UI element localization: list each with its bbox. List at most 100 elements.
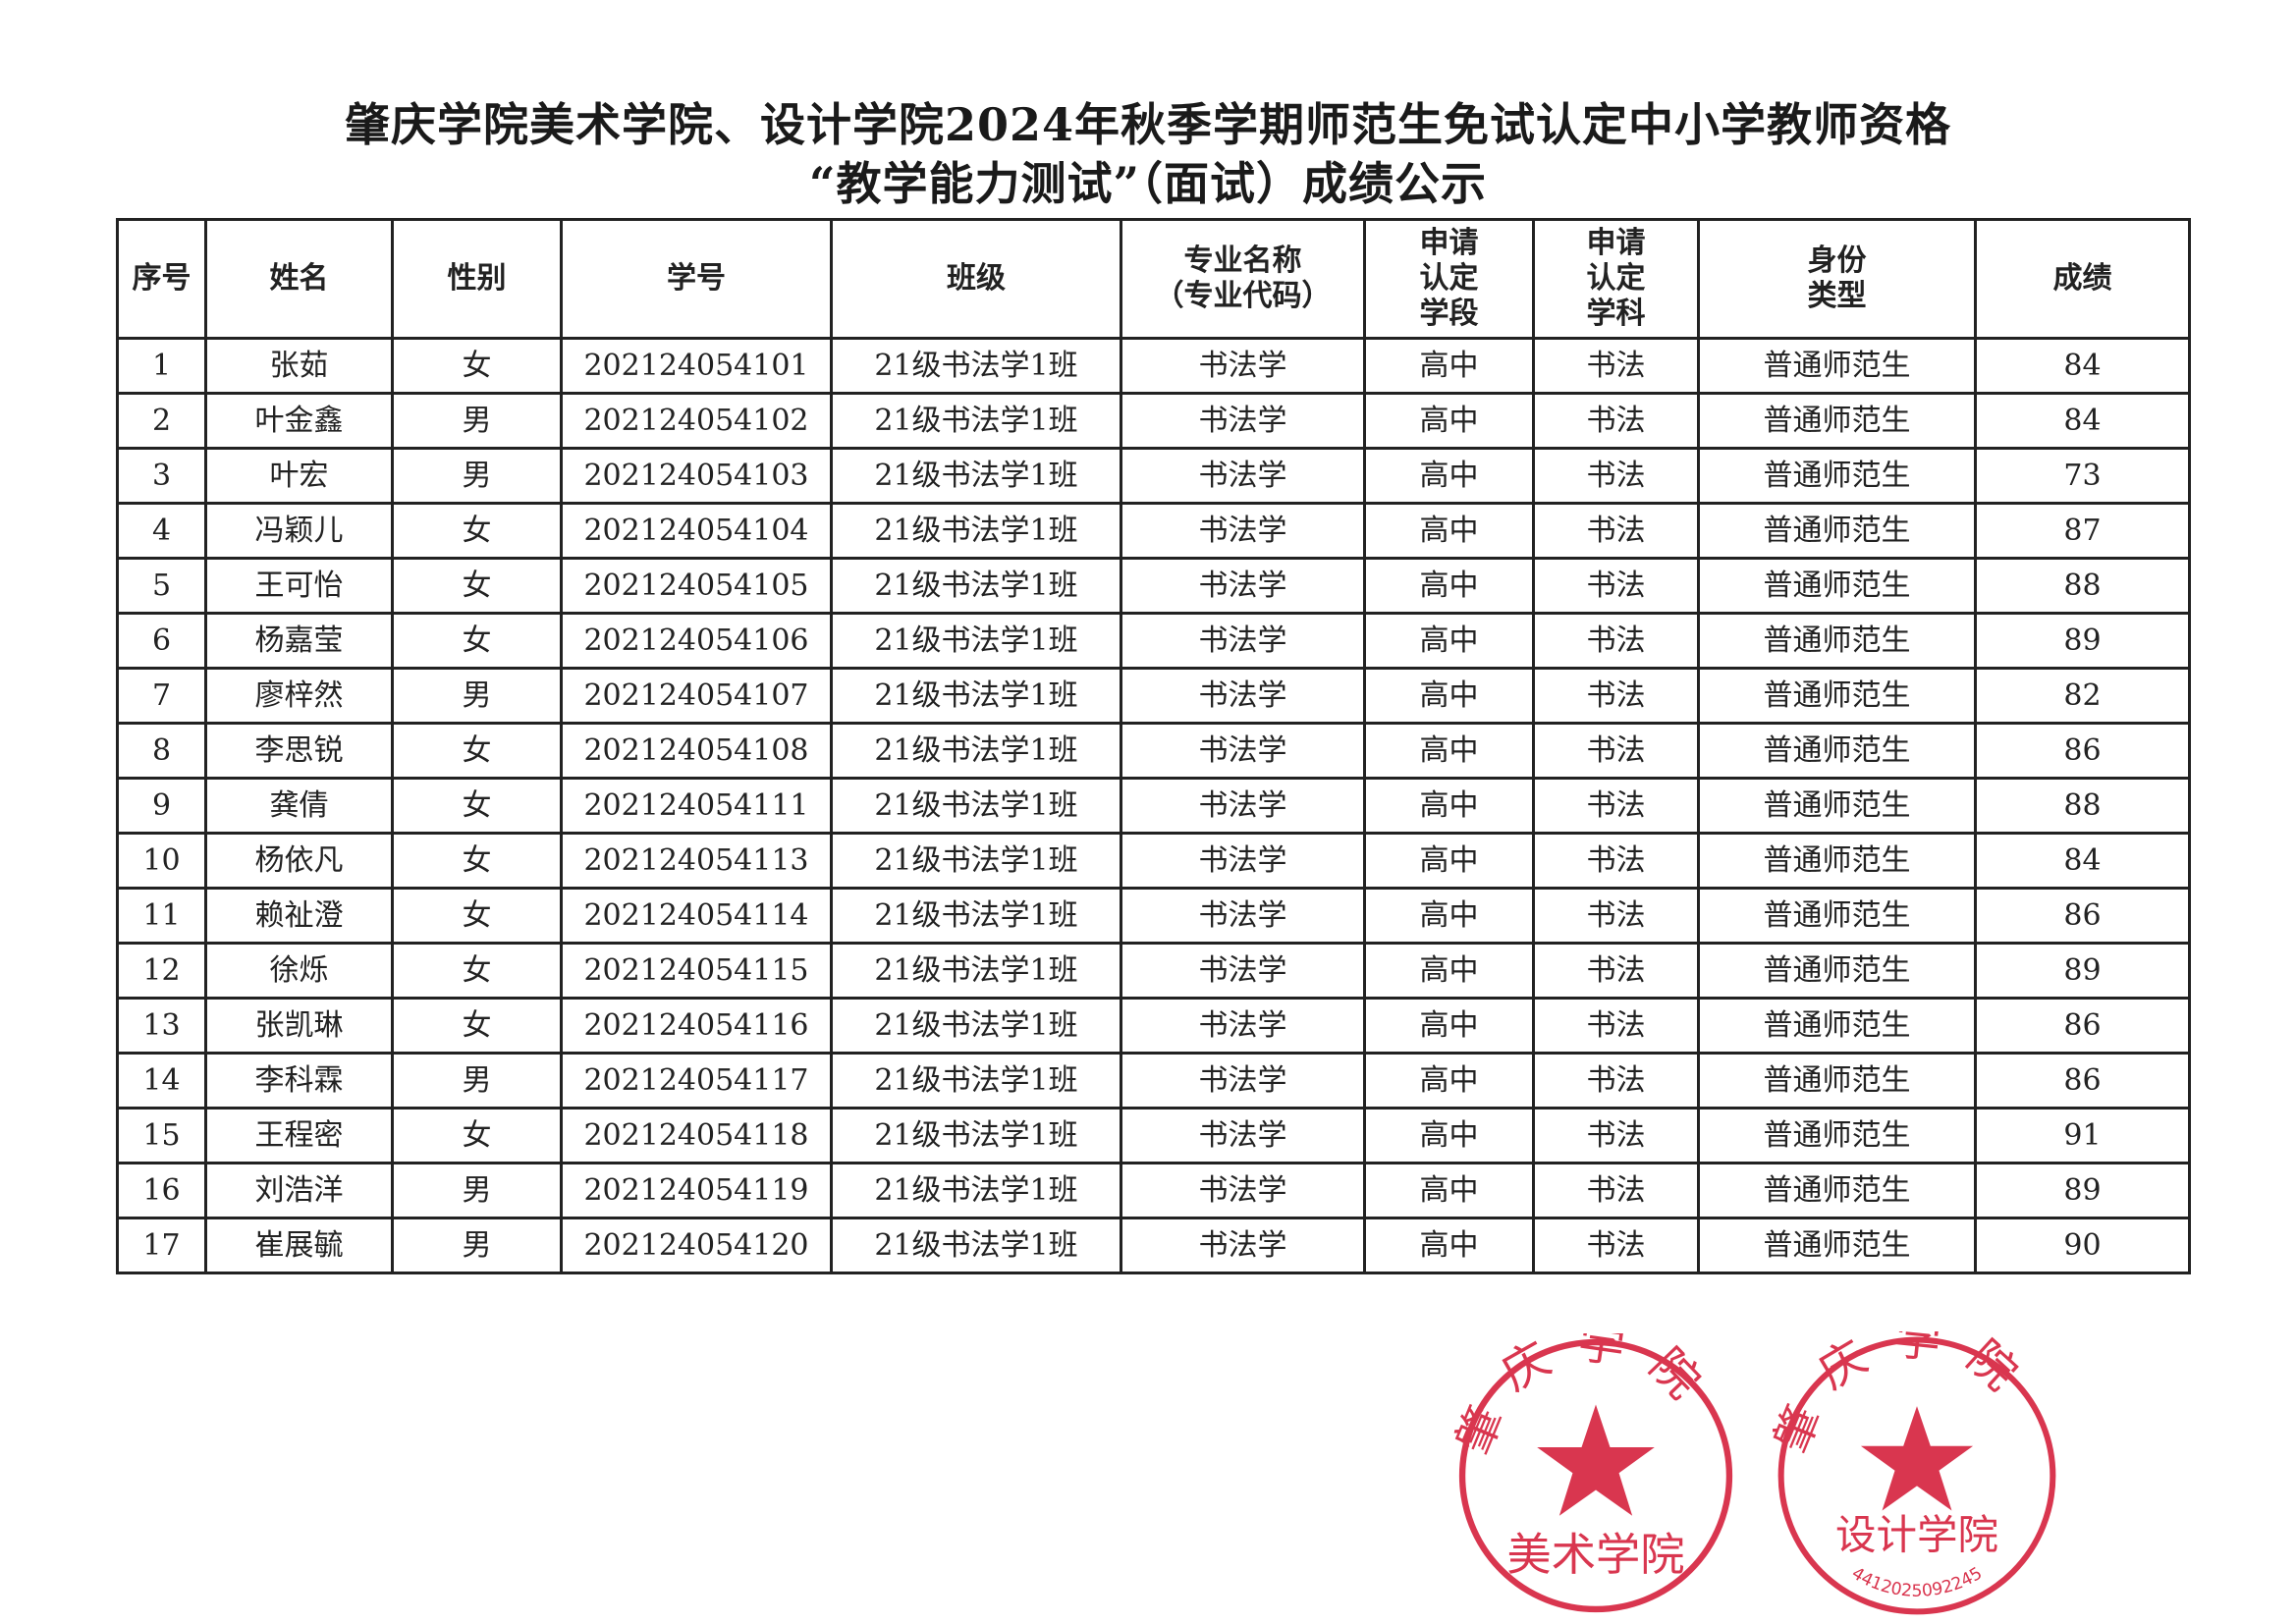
cell-student-id: 202124054108 (560, 722, 833, 780)
cell-subject: 书法 (1532, 722, 1700, 780)
cell-name: 杨依凡 (204, 832, 394, 890)
cell-stage: 高中 (1363, 557, 1535, 615)
cell-score: 86 (1974, 1052, 2191, 1110)
cell-gender: 女 (391, 557, 563, 615)
cell-class: 21级书法学1班 (830, 942, 1122, 1000)
table-row: 16 刘浩洋男 202124054119 21级书法学1班 书法学 高中 书法 普通师范生 89 (116, 1162, 2191, 1219)
cell-stage: 高中 (1363, 1162, 1535, 1219)
cell-index: 8 (116, 722, 207, 780)
cell-identity-type: 普通师范生 (1697, 1217, 1977, 1274)
svg-text:肇庆学院: 肇庆学院 (1773, 1331, 2044, 1460)
cell-gender: 女 (391, 997, 563, 1055)
cell-subject: 书法 (1532, 612, 1700, 670)
cell-student-id: 202124054102 (560, 392, 833, 450)
cell-identity-type: 普通师范生 (1697, 832, 1977, 890)
table-row: 1 张茹女 202124054101 21级书法学1班 书法学 高中 书法 普通师范生 84 (116, 337, 2191, 395)
cell-score: 89 (1974, 1162, 2191, 1219)
cell-score: 86 (1974, 887, 2191, 945)
cell-student-id: 202124054101 (560, 337, 833, 395)
cell-identity-type: 普通师范生 (1697, 1162, 1977, 1219)
column-header-name: 姓名 (204, 218, 394, 340)
cell-identity-type: 普通师范生 (1697, 612, 1977, 670)
cell-gender: 女 (391, 722, 563, 780)
cell-class: 21级书法学1班 (830, 337, 1122, 395)
cell-subject: 书法 (1532, 557, 1700, 615)
cell-name: 徐烁 (204, 942, 394, 1000)
cell-major: 书法学 (1120, 997, 1366, 1055)
cell-score: 89 (1974, 612, 2191, 670)
cell-student-id: 202124054106 (560, 612, 833, 670)
cell-identity-type: 普通师范生 (1697, 887, 1977, 945)
cell-class: 21级书法学1班 (830, 997, 1122, 1055)
cell-gender: 女 (391, 1107, 563, 1164)
column-header-student-id: 学号 (560, 218, 833, 340)
cell-name: 王可怡 (204, 557, 394, 615)
cell-major: 书法学 (1120, 887, 1366, 945)
cell-index: 17 (116, 1217, 207, 1274)
column-header-gender: 性别 (391, 218, 563, 340)
table-row: 13 张凯琳女 202124054116 21级书法学1班 书法学 高中 书法 普通师范生 86 (116, 997, 2191, 1055)
document-subtitle: “教学能力测试”（面试）成绩公示 (809, 157, 1487, 210)
cell-major: 书法学 (1120, 447, 1366, 505)
table-row: 17 崔展毓男 202124054120 21级书法学1班 书法学 高中 书法 普通师范生 90 (116, 1217, 2191, 1274)
cell-student-id: 202124054105 (560, 557, 833, 615)
column-header-score: 成绩 (1974, 218, 2191, 340)
cell-student-id: 202124054111 (560, 777, 833, 835)
svg-text:4412025092245: 4412025092245 (1848, 1564, 1986, 1601)
cell-index: 13 (116, 997, 207, 1055)
cell-name: 赖祉澄 (204, 887, 394, 945)
cell-class: 21级书法学1班 (830, 392, 1122, 450)
cell-score: 91 (1974, 1107, 2191, 1164)
cell-subject: 书法 (1532, 502, 1700, 560)
cell-score: 89 (1974, 942, 2191, 1000)
cell-score: 82 (1974, 667, 2191, 725)
cell-index: 14 (116, 1052, 207, 1110)
cell-major: 书法学 (1120, 777, 1366, 835)
star-icon (1860, 1406, 1974, 1511)
table-row: 4 冯颖儿女 202124054104 21级书法学1班 书法学 高中 书法 普通师范生 87 (116, 502, 2191, 560)
cell-major: 书法学 (1120, 392, 1366, 450)
cell-score: 90 (1974, 1217, 2191, 1274)
cell-major: 书法学 (1120, 722, 1366, 780)
column-header-identity-type: 身份 类型 (1697, 218, 1977, 340)
cell-score: 86 (1974, 722, 2191, 780)
seal-arc-text: 肇庆学院 (1773, 1331, 2020, 1460)
cell-identity-type: 普通师范生 (1697, 942, 1977, 1000)
cell-stage: 高中 (1363, 997, 1535, 1055)
cell-student-id: 202124054116 (560, 997, 833, 1055)
cell-class: 21级书法学1班 (830, 557, 1122, 615)
cell-student-id: 202124054107 (560, 667, 833, 725)
cell-name: 李思锐 (204, 722, 394, 780)
cell-score: 73 (1974, 447, 2191, 505)
cell-stage: 高中 (1363, 832, 1535, 890)
table-row: 7 廖梓然男 202124054107 21级书法学1班 书法学 高中 书法 普通师范生 82 (116, 667, 2191, 725)
cell-gender: 男 (391, 1162, 563, 1219)
cell-class: 21级书法学1班 (830, 1162, 1122, 1219)
seal-arc-text: 肇庆学院 (1453, 1333, 1703, 1462)
cell-score: 86 (1974, 997, 2191, 1055)
table-row: 9 龚倩女 202124054111 21级书法学1班 书法学 高中 书法 普通师范生 88 (116, 777, 2191, 835)
table-row: 8 李思锐女 202124054108 21级书法学1班 书法学 高中 书法 普通师范生 86 (116, 722, 2191, 780)
cell-major: 书法学 (1120, 502, 1366, 560)
cell-subject: 书法 (1532, 392, 1700, 450)
cell-index: 16 (116, 1162, 207, 1219)
cell-index: 1 (116, 337, 207, 395)
cell-major: 书法学 (1120, 1217, 1366, 1274)
table-row: 12 徐烁女 202124054115 21级书法学1班 书法学 高中 书法 普通师范生 89 (116, 942, 2191, 1000)
cell-score: 84 (1974, 392, 2191, 450)
cell-index: 15 (116, 1107, 207, 1164)
cell-stage: 高中 (1363, 942, 1535, 1000)
document-title: 肇庆学院美术学院、设计学院2024年秋季学期师范生免试认定中小学教师资格 (344, 98, 1952, 151)
cell-name: 杨嘉莹 (204, 612, 394, 670)
cell-subject: 书法 (1532, 1162, 1700, 1219)
cell-identity-type: 普通师范生 (1697, 392, 1977, 450)
table-row: 2 叶金鑫男 202124054102 21级书法学1班 书法学 高中 书法 普通师范生 84 (116, 392, 2191, 450)
cell-identity-type: 普通师范生 (1697, 337, 1977, 395)
cell-class: 21级书法学1班 (830, 1052, 1122, 1110)
cell-major: 书法学 (1120, 337, 1366, 395)
cell-class: 21级书法学1班 (830, 832, 1122, 890)
cell-identity-type: 普通师范生 (1697, 1107, 1977, 1164)
cell-index: 3 (116, 447, 207, 505)
table-row: 10 杨依凡女 202124054113 21级书法学1班 书法学 高中 书法 普通师范生 84 (116, 832, 2191, 890)
cell-class: 21级书法学1班 (830, 777, 1122, 835)
